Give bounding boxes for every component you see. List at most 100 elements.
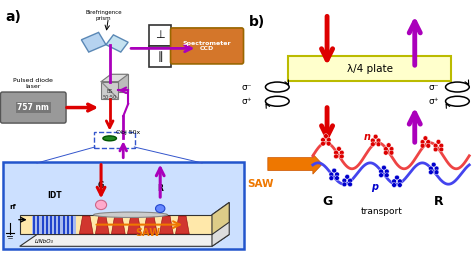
Circle shape xyxy=(420,143,425,148)
Circle shape xyxy=(342,182,346,187)
Circle shape xyxy=(371,142,375,146)
Circle shape xyxy=(426,140,430,144)
Bar xyxy=(42,216,44,234)
Text: Obj 50x: Obj 50x xyxy=(116,130,140,135)
Circle shape xyxy=(342,178,346,183)
FancyBboxPatch shape xyxy=(171,28,244,64)
FancyBboxPatch shape xyxy=(149,46,171,67)
Polygon shape xyxy=(144,216,157,234)
Circle shape xyxy=(436,140,441,144)
Bar xyxy=(54,216,56,234)
Circle shape xyxy=(428,170,433,175)
FancyBboxPatch shape xyxy=(149,25,171,46)
Polygon shape xyxy=(175,216,189,234)
Text: rf: rf xyxy=(10,204,17,210)
Circle shape xyxy=(320,141,325,146)
Bar xyxy=(46,216,48,234)
Circle shape xyxy=(392,179,396,184)
Circle shape xyxy=(384,173,389,178)
Bar xyxy=(37,216,39,234)
Text: Spectrometer
CCD: Spectrometer CCD xyxy=(183,41,231,51)
Text: b): b) xyxy=(249,15,265,29)
Text: ⊥: ⊥ xyxy=(155,30,165,40)
Polygon shape xyxy=(212,203,229,234)
Text: IDT: IDT xyxy=(47,190,62,199)
Text: ∥: ∥ xyxy=(157,51,163,62)
Text: σ⁻: σ⁻ xyxy=(429,82,439,91)
Circle shape xyxy=(339,150,344,155)
Circle shape xyxy=(420,140,425,144)
Circle shape xyxy=(382,165,386,170)
Bar xyxy=(63,216,64,234)
Text: SAW: SAW xyxy=(136,228,160,238)
Circle shape xyxy=(339,154,344,159)
Bar xyxy=(33,216,35,234)
Circle shape xyxy=(323,134,328,139)
Text: BS
50:50: BS 50:50 xyxy=(103,89,117,100)
Circle shape xyxy=(326,137,331,142)
Text: σ⁺: σ⁺ xyxy=(429,97,439,106)
Polygon shape xyxy=(20,234,229,246)
Circle shape xyxy=(431,162,436,167)
Circle shape xyxy=(320,137,325,142)
Text: Birefringence
prism: Birefringence prism xyxy=(85,10,122,21)
Circle shape xyxy=(335,176,339,180)
Polygon shape xyxy=(128,216,141,234)
Circle shape xyxy=(428,166,433,171)
Circle shape xyxy=(397,179,402,184)
Circle shape xyxy=(386,143,391,148)
Text: λ/4 plate: λ/4 plate xyxy=(346,64,393,74)
Bar xyxy=(50,216,52,234)
Circle shape xyxy=(423,136,428,141)
FancyArrow shape xyxy=(268,154,322,174)
Polygon shape xyxy=(212,203,229,246)
Text: R: R xyxy=(434,196,443,208)
Text: 757 nm: 757 nm xyxy=(18,103,49,112)
FancyBboxPatch shape xyxy=(32,216,76,234)
Circle shape xyxy=(348,178,353,183)
Bar xyxy=(71,216,73,234)
Circle shape xyxy=(383,146,388,151)
Circle shape xyxy=(332,168,337,173)
Circle shape xyxy=(337,146,341,151)
Ellipse shape xyxy=(94,212,168,217)
Bar xyxy=(58,216,60,234)
Circle shape xyxy=(379,173,383,178)
Text: σ⁻: σ⁻ xyxy=(242,82,252,91)
Polygon shape xyxy=(79,216,93,234)
Polygon shape xyxy=(111,216,125,234)
Polygon shape xyxy=(20,215,212,234)
Polygon shape xyxy=(101,82,118,99)
FancyBboxPatch shape xyxy=(0,92,66,123)
Circle shape xyxy=(384,169,389,174)
Circle shape xyxy=(334,154,338,159)
Polygon shape xyxy=(82,32,106,52)
FancyBboxPatch shape xyxy=(3,162,244,249)
Circle shape xyxy=(389,150,394,155)
Polygon shape xyxy=(111,74,128,91)
Circle shape xyxy=(376,142,381,146)
Circle shape xyxy=(397,183,402,187)
Circle shape xyxy=(334,150,338,155)
Circle shape xyxy=(433,143,438,148)
Text: a): a) xyxy=(5,10,21,24)
Circle shape xyxy=(439,143,444,148)
Polygon shape xyxy=(106,35,128,52)
Circle shape xyxy=(345,175,350,179)
Text: R: R xyxy=(157,183,163,192)
Circle shape xyxy=(379,169,383,174)
Text: LiNbO₃: LiNbO₃ xyxy=(35,239,54,244)
Text: transport: transport xyxy=(361,207,402,216)
Circle shape xyxy=(439,147,444,152)
Text: p: p xyxy=(371,181,378,191)
Circle shape xyxy=(433,147,438,152)
Text: G: G xyxy=(322,196,332,208)
Text: n: n xyxy=(364,132,371,142)
Circle shape xyxy=(434,166,439,171)
Circle shape xyxy=(392,183,396,187)
Circle shape xyxy=(373,134,378,139)
Circle shape xyxy=(426,143,430,148)
Circle shape xyxy=(389,146,394,151)
Circle shape xyxy=(434,170,439,175)
Polygon shape xyxy=(159,216,173,234)
